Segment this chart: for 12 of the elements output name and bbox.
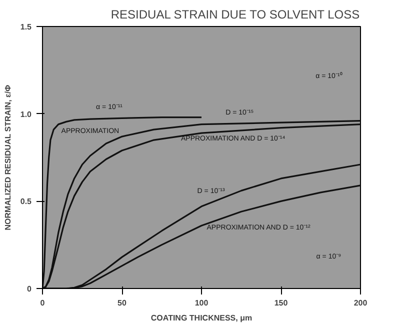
y-tick-label: 1.0 [20, 110, 32, 119]
y-axis-title: NORMALIZED RESIDUAL STRAIN, ε/Φ [3, 84, 12, 230]
chart-title: RESIDUAL STRAIN DUE TO SOLVENT LOSS [110, 8, 360, 22]
x-tick-label: 200 [354, 298, 368, 308]
y-tick-label: 0.5 [20, 197, 32, 206]
x-tick-label: 100 [194, 298, 209, 308]
x-tick-label: 50 [118, 298, 127, 308]
y-tick-label: 1.5 [20, 22, 32, 32]
y-tick-label: 0 [27, 284, 32, 294]
x-tick-label: 0 [40, 298, 46, 308]
x-tick-label: 150 [274, 298, 288, 308]
x-axis-title: COATING THICKNESS, μm [150, 314, 252, 322]
